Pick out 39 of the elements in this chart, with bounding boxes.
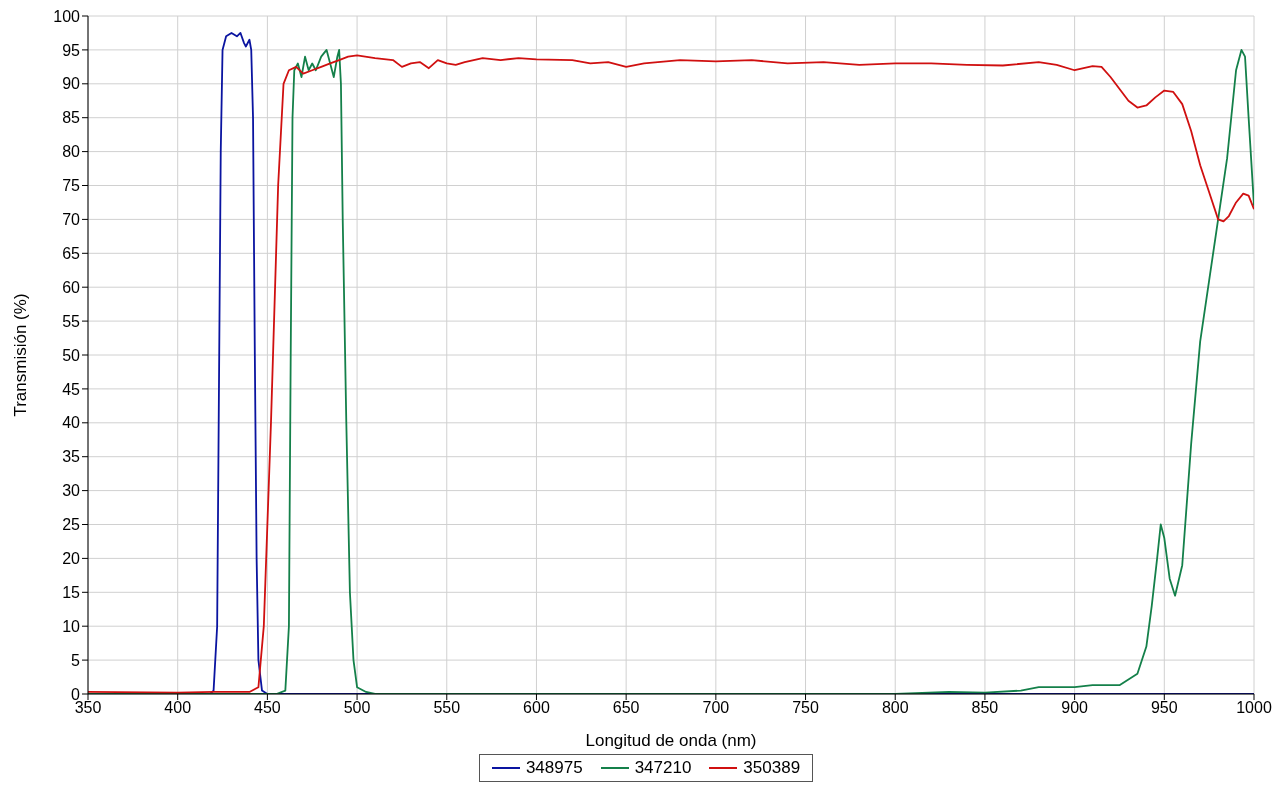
x-axis-title: Longitud de onda (nm): [585, 731, 757, 750]
y-tick-label: 95: [62, 41, 81, 59]
y-tick-label: 85: [62, 109, 81, 127]
y-tick-label: 35: [62, 448, 81, 466]
legend-label: 348975: [524, 758, 583, 778]
y-tick-label: 5: [71, 651, 81, 669]
x-tick-label: 1000: [1236, 699, 1272, 717]
y-tick-label: 40: [62, 414, 81, 432]
x-tick-label: 400: [164, 699, 192, 717]
x-tick-label: 650: [612, 699, 640, 717]
y-tick-label: 30: [62, 482, 81, 500]
y-tick-label: 60: [62, 278, 81, 296]
y-tick-label: 55: [62, 312, 81, 330]
y-tick-label: 50: [62, 346, 81, 364]
x-tick-label: 850: [971, 699, 999, 717]
y-tick-label: 45: [62, 380, 81, 398]
x-tick-label: 500: [343, 699, 371, 717]
y-tick-label: 25: [62, 516, 81, 534]
legend-label: 350389: [742, 758, 801, 778]
y-tick-label: 75: [62, 177, 81, 195]
y-axis-title: Transmisión (%): [11, 293, 31, 417]
x-tick-label: 600: [523, 699, 550, 717]
x-tick-label: 700: [702, 699, 730, 717]
legend-label: 347210: [633, 758, 692, 778]
y-tick-label: 10: [62, 617, 81, 635]
y-tick-label: 20: [62, 550, 81, 568]
y-tick-label: 70: [62, 211, 81, 229]
x-tick-label: 550: [433, 699, 461, 717]
x-tick-label: 900: [1061, 699, 1089, 717]
y-tick-label: 65: [62, 244, 81, 262]
y-tick-label: 80: [62, 143, 81, 161]
x-tick-label: 950: [1150, 699, 1178, 717]
x-tick-label: 450: [254, 699, 281, 717]
x-tick-label: 800: [881, 699, 909, 717]
y-tick-label: 100: [53, 7, 81, 25]
x-tick-label: 750: [792, 699, 819, 717]
y-tick-label: 90: [62, 75, 81, 93]
y-tick-label: 15: [62, 583, 81, 601]
x-tick-label: 350: [74, 699, 102, 717]
